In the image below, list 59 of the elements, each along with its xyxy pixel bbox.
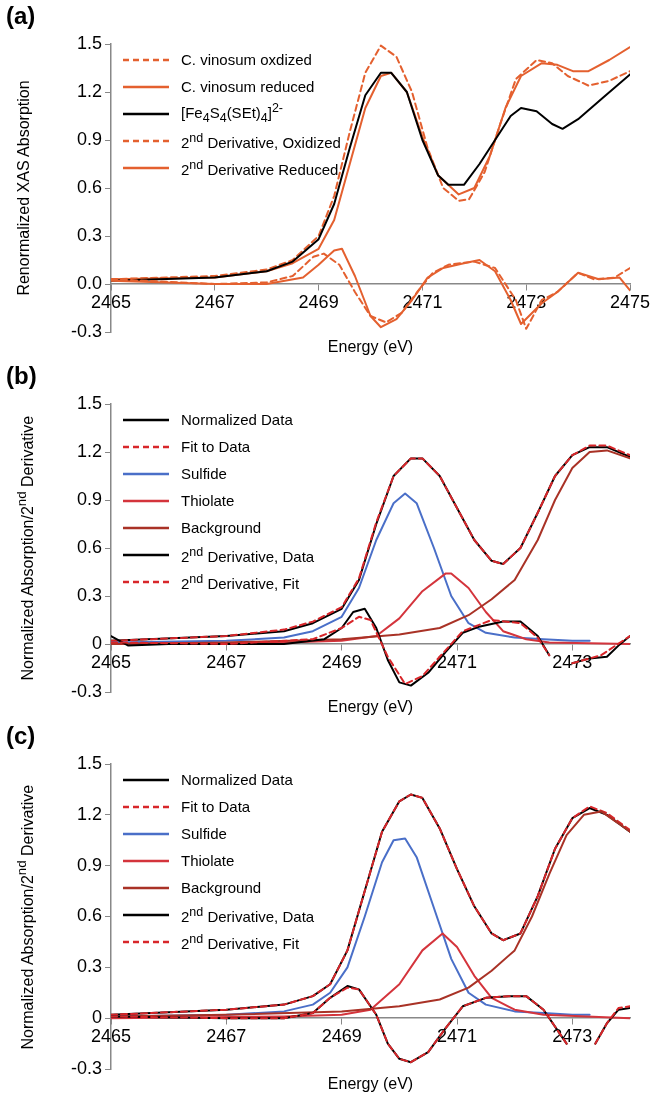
legend-label: C. vinosum oxdized [181,51,312,68]
y-axis-title: Renormalized XAS Absorption [14,80,33,296]
x-tick-label: 2469 [321,1026,362,1047]
x-tick-label: 2467 [194,291,235,312]
y-tick-label: 1.5 [76,752,103,773]
x-tick-label: 2467 [206,651,247,672]
x-tick-label: 2469 [321,651,362,672]
legend-label: Normalized Data [181,771,293,788]
legend-label: 2$^{nd}$ Derivative, Fit [181,571,300,592]
x-tick-label: 2465 [90,291,132,312]
legend-label: Fit to Data [181,798,251,815]
y-tick-label: 0.3 [76,584,103,605]
legend-label: C. vinosum reduced [181,78,315,95]
y-tick-label: 1.5 [76,32,103,53]
x-tick-label: 2465 [90,1026,132,1047]
y-tick-label: 1.5 [76,392,103,413]
legend-label: 2$^{nd}$ Derivative, Data [181,904,315,925]
y-tick-label: 0.9 [76,488,103,509]
legend-label: 2$^{nd}$ Derivative, Data [181,544,315,565]
chart-title: (c) [6,722,36,750]
legend-label: 2$^{nd}$ Derivative, Fit [181,931,300,952]
y-tick-label: 1.2 [76,803,103,824]
legend-label: Sulfide [181,825,227,842]
y-tick-label: 0.9 [76,128,103,149]
x-tick-label: 2471 [436,1026,478,1047]
legend-label: Sulfide [181,465,227,482]
y-tick-label: 0.6 [76,536,103,557]
legend-label: Thiolate [181,492,235,509]
chart-title: (b) [6,362,37,390]
legend-label: Fit to Data [181,438,251,455]
y-tick-label: 0.6 [76,905,103,926]
chart-title: (a) [6,2,36,30]
y-tick-label: 0 [92,632,103,653]
y-tick-label: 0.0 [76,272,103,293]
y-tick-label: 1.2 [76,80,103,101]
x-tick-label: 2473 [552,651,593,672]
y-tick-label: 1.2 [76,440,103,461]
legend-label: Normalized Data [181,411,293,428]
legend-label: 2$^{nd}$ Derivative Reduced [181,157,339,178]
x-tick-label: 2475 [609,291,651,312]
y-tick-label: -0.3 [70,680,103,701]
legend-label: Background [181,879,262,896]
x-axis-title: Energy (eV) [327,698,414,716]
y-tick-label: -0.3 [70,1057,103,1078]
legend-label: Background [181,519,262,536]
y-tick-label: 0.3 [76,224,103,245]
x-tick-label: 2465 [90,651,132,672]
x-axis-title: Energy (eV) [327,1075,414,1093]
x-tick-label: 2469 [298,291,339,312]
legend-label: [Fe$_{4}$S$_{4}$(SEt)$_{4}$]$^{2-}$ [181,101,284,126]
legend-label: Thiolate [181,852,235,869]
x-axis-title: Energy (eV) [327,338,414,356]
x-tick-label: 2467 [206,1026,247,1047]
legend-label: 2$^{nd}$ Derivative, Oxidized [181,130,341,151]
y-tick-label: -0.3 [70,320,103,341]
y-tick-label: 0.9 [76,854,103,875]
y-tick-label: 0 [92,1007,103,1028]
y-tick-label: 0.6 [76,176,103,197]
y-tick-label: 0.3 [76,956,103,977]
